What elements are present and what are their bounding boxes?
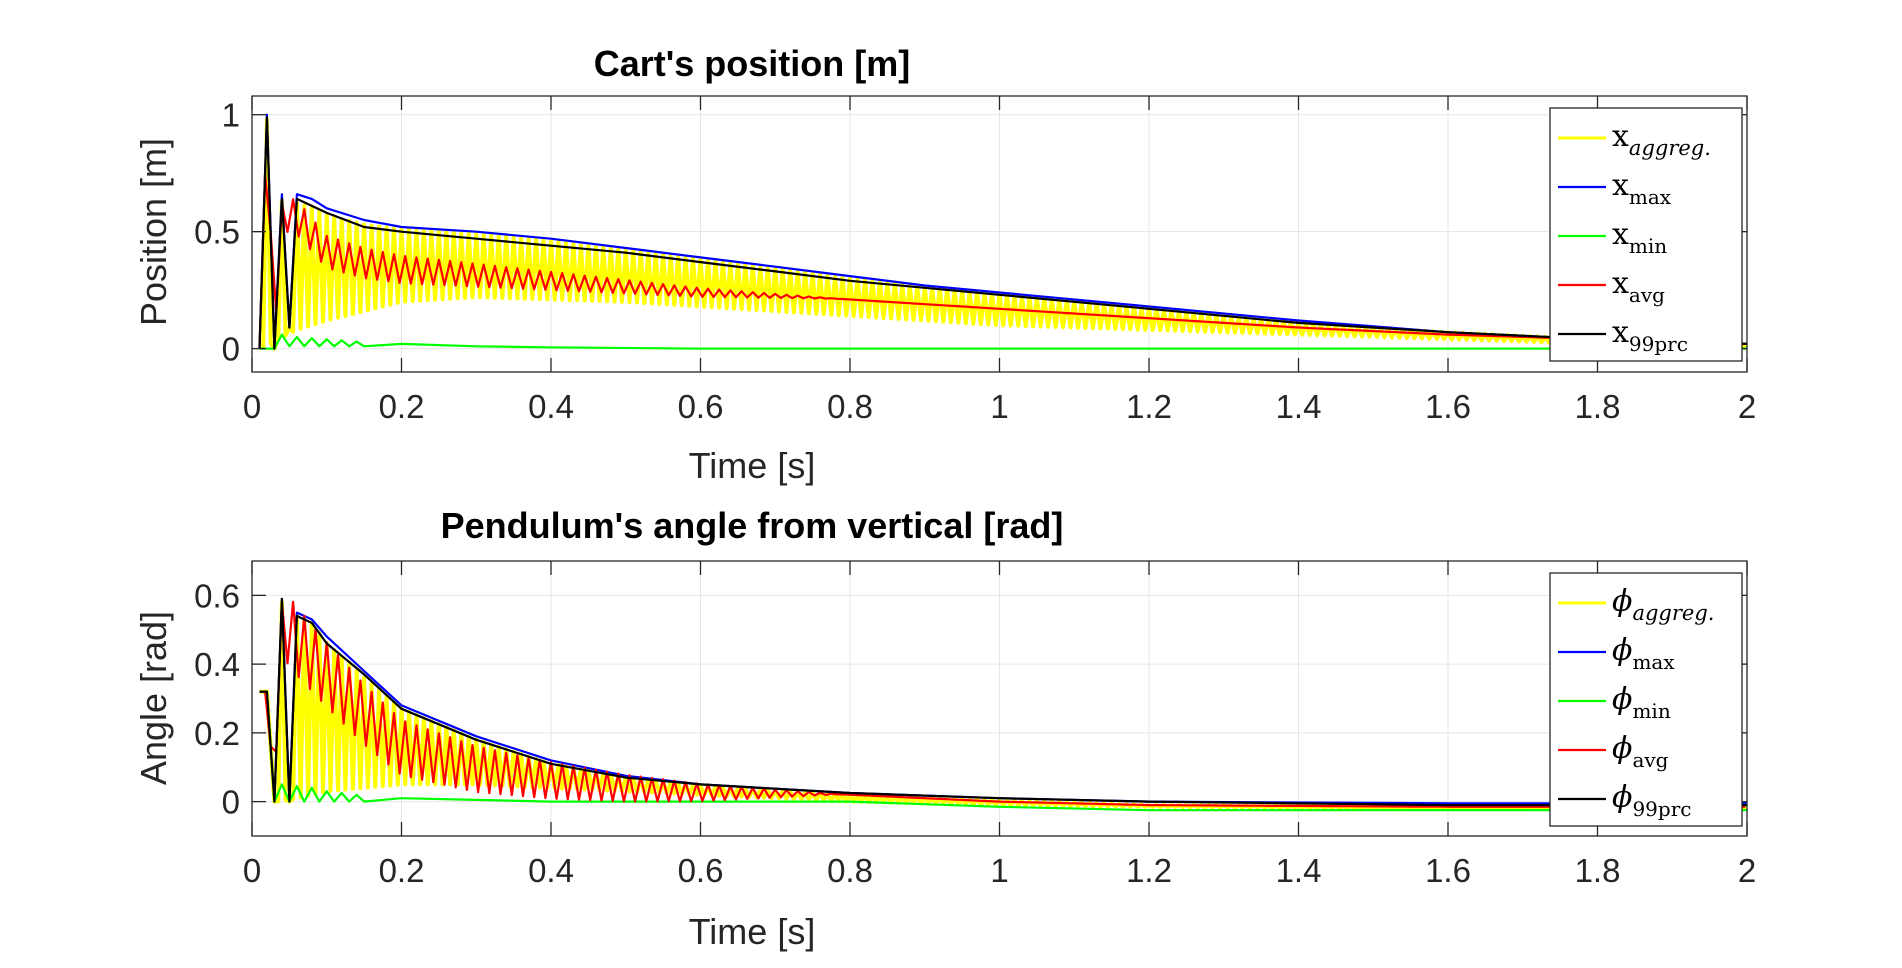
legend-label: xaggreg. — [1612, 119, 1711, 160]
x-tick-label: 2 — [1738, 388, 1756, 425]
x-tick-label: 0.2 — [379, 852, 425, 889]
plot-series — [259, 597, 1747, 812]
series-line-phi_min — [259, 690, 1747, 812]
x-tick-label: 1.8 — [1575, 388, 1621, 425]
x-tick-label: 1.8 — [1575, 852, 1621, 889]
y-axis-label: Angle [rad] — [133, 611, 174, 785]
chart-title: Pendulum's angle from vertical [rad] — [441, 505, 1064, 546]
x-tick-label: 0.4 — [528, 852, 574, 889]
series-line-x_avg — [258, 173, 1746, 349]
x-tick-label: 0.6 — [678, 852, 724, 889]
series-line-phi_avg — [259, 600, 1746, 808]
legend-label: ϕavg — [1612, 731, 1669, 772]
y-tick-label: 0.5 — [194, 214, 240, 251]
x-tick-label: 0.4 — [528, 388, 574, 425]
legend-box — [1549, 572, 1743, 827]
x-axis-label: Time [s] — [689, 911, 816, 952]
x-tick-label: 0.8 — [827, 852, 873, 889]
series-line-x_min — [259, 333, 1747, 350]
legend-label: xmax — [1612, 168, 1672, 209]
legend: ϕaggreg. ϕmax ϕmin ϕavg ϕ99prc — [1549, 572, 1743, 827]
legend-label: ϕaggreg. — [1612, 584, 1714, 625]
pendulum-angle-chart: Pendulum's angle from vertical [rad] Tim… — [133, 505, 1756, 952]
legend-label: ϕ99prc — [1612, 780, 1691, 821]
y-tick-label: 0.4 — [194, 646, 240, 683]
series-line-phi_99prc — [259, 597, 1747, 807]
legend-label: ϕmax — [1612, 633, 1675, 674]
y-tick-label: 0 — [222, 784, 240, 821]
x-tick-label: 1.4 — [1276, 852, 1322, 889]
x-tick-label: 1 — [990, 852, 1008, 889]
x-tick-label: 1 — [990, 388, 1008, 425]
legend-label: xmin — [1612, 217, 1667, 258]
y-tick-label: 0.2 — [194, 715, 240, 752]
x-tick-label: 0.6 — [678, 388, 724, 425]
legend-label: xavg — [1612, 266, 1665, 307]
x-tick-label: 1.2 — [1126, 852, 1172, 889]
x-tick-label: 1.2 — [1126, 388, 1172, 425]
x-tick-label: 0.2 — [379, 388, 425, 425]
x-tick-label: 1.4 — [1276, 388, 1322, 425]
plot-series — [258, 113, 1747, 351]
y-tick-label: 0.6 — [194, 577, 240, 614]
x-tick-label: 0 — [243, 388, 261, 425]
legend-label: x99prc — [1612, 315, 1688, 356]
cart-position-chart: Cart's position [m] Time [s] Position [m… — [133, 43, 1756, 486]
y-axis-label: Position [m] — [133, 138, 174, 326]
x-tick-label: 2 — [1738, 852, 1756, 889]
y-tick-label: 0 — [222, 331, 240, 368]
legend-label: ϕmin — [1612, 682, 1671, 723]
x-tick-label: 0.8 — [827, 388, 873, 425]
x-tick-label: 1.6 — [1425, 852, 1471, 889]
series-line-x_99prc — [258, 115, 1747, 350]
x-tick-label: 1.6 — [1425, 388, 1471, 425]
legend: xaggreg. xmax xmin xavg x99prc — [1549, 107, 1743, 362]
y-tick-label: 1 — [222, 97, 240, 134]
x-axis-label: Time [s] — [689, 445, 816, 486]
x-tick-label: 0 — [243, 852, 261, 889]
legend-box — [1549, 107, 1743, 362]
chart-title: Cart's position [m] — [594, 43, 911, 84]
